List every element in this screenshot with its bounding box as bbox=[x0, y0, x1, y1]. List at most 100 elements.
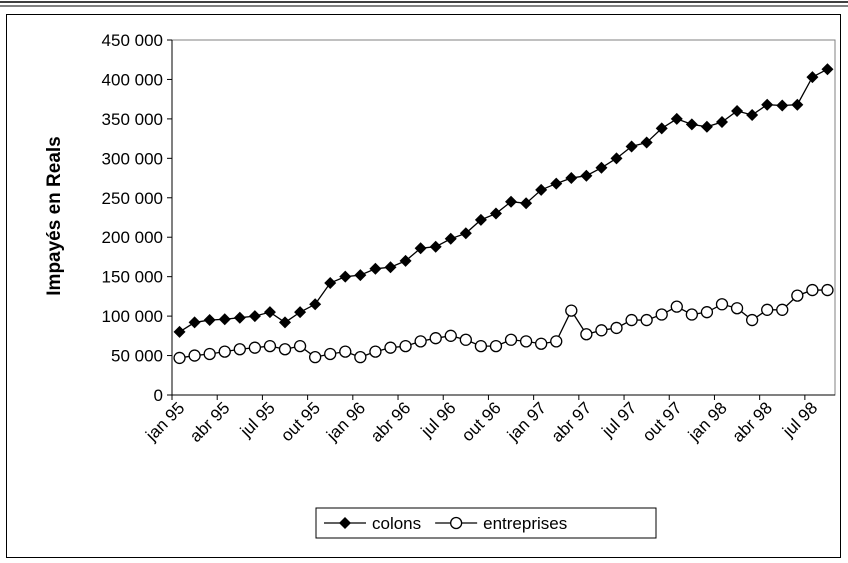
x-tick-label: out 95 bbox=[277, 398, 324, 445]
marker bbox=[761, 98, 774, 111]
y-tick-label: 50 000 bbox=[111, 347, 163, 366]
x-tick-label: abr 97 bbox=[548, 398, 596, 446]
marker bbox=[519, 335, 533, 348]
marker bbox=[173, 351, 186, 365]
marker bbox=[203, 347, 216, 361]
marker bbox=[505, 195, 518, 208]
marker bbox=[535, 337, 548, 350]
marker bbox=[610, 321, 623, 335]
marker bbox=[278, 343, 292, 356]
x-tick-label: out 97 bbox=[639, 398, 686, 445]
marker bbox=[625, 140, 638, 153]
marker bbox=[715, 298, 729, 311]
marker bbox=[791, 289, 804, 302]
marker bbox=[655, 308, 668, 321]
marker bbox=[595, 161, 608, 174]
marker bbox=[459, 227, 472, 240]
marker bbox=[806, 283, 819, 297]
marker bbox=[248, 310, 261, 323]
legend-label: colons bbox=[372, 514, 421, 533]
x-tick-label: abr 96 bbox=[367, 398, 415, 446]
marker bbox=[294, 306, 307, 319]
marker bbox=[806, 71, 819, 84]
marker bbox=[746, 108, 759, 121]
marker bbox=[308, 350, 322, 364]
marker bbox=[580, 169, 593, 182]
marker bbox=[685, 308, 699, 321]
marker bbox=[761, 303, 774, 316]
marker bbox=[218, 345, 231, 358]
legend-box bbox=[315, 507, 657, 539]
marker bbox=[715, 116, 728, 129]
marker bbox=[369, 262, 382, 275]
x-tick-label: jul 97 bbox=[598, 398, 641, 441]
marker bbox=[821, 283, 834, 297]
marker bbox=[489, 207, 502, 220]
marker bbox=[188, 316, 201, 329]
marker bbox=[700, 120, 713, 133]
y-tick-label: 250 000 bbox=[102, 189, 163, 208]
marker bbox=[474, 213, 487, 226]
marker bbox=[670, 300, 683, 313]
marker bbox=[384, 341, 397, 354]
marker bbox=[731, 105, 744, 117]
marker bbox=[399, 339, 412, 353]
y-axis-label: Impayés en Reals bbox=[44, 136, 65, 295]
marker bbox=[279, 316, 292, 329]
marker bbox=[700, 306, 714, 319]
marker bbox=[263, 306, 276, 319]
marker bbox=[504, 333, 518, 346]
marker bbox=[550, 177, 563, 190]
marker bbox=[489, 339, 503, 353]
y-tick-label: 350 000 bbox=[102, 110, 163, 129]
x-tick-label: abr 95 bbox=[186, 398, 234, 446]
marker bbox=[354, 350, 367, 364]
marker bbox=[565, 304, 578, 317]
series-line bbox=[179, 289, 828, 359]
x-tick-label: jan 97 bbox=[503, 398, 550, 445]
x-tick-label: jan 95 bbox=[141, 398, 188, 445]
marker bbox=[580, 328, 593, 341]
x-tick-label: abr 98 bbox=[729, 398, 777, 446]
legend-marker bbox=[339, 517, 351, 529]
x-tick-label: jan 96 bbox=[322, 398, 369, 445]
marker bbox=[203, 314, 216, 327]
marker bbox=[339, 345, 352, 358]
marker bbox=[429, 332, 442, 345]
marker bbox=[444, 329, 457, 342]
marker bbox=[218, 313, 231, 326]
marker bbox=[354, 269, 367, 282]
marker bbox=[233, 343, 246, 356]
y-tick-label: 450 000 bbox=[102, 31, 163, 50]
marker bbox=[263, 339, 277, 353]
marker bbox=[414, 335, 427, 348]
x-tick-label: out 96 bbox=[458, 398, 505, 445]
marker bbox=[474, 339, 488, 353]
marker bbox=[655, 122, 668, 135]
marker bbox=[595, 324, 608, 337]
y-tick-label: 0 bbox=[154, 386, 163, 405]
marker bbox=[535, 183, 548, 196]
marker bbox=[248, 341, 262, 354]
marker bbox=[369, 345, 382, 358]
marker bbox=[324, 276, 337, 289]
y-tick-label: 300 000 bbox=[102, 149, 163, 168]
x-tick-label: jan 98 bbox=[684, 398, 731, 445]
marker bbox=[685, 118, 698, 131]
marker bbox=[821, 63, 834, 76]
marker bbox=[188, 349, 201, 362]
legend-marker bbox=[449, 516, 463, 530]
marker bbox=[520, 197, 533, 210]
marker bbox=[730, 302, 744, 315]
marker bbox=[429, 240, 442, 253]
y-tick-label: 400 000 bbox=[102, 70, 163, 89]
x-tick-label: jul 95 bbox=[236, 398, 279, 441]
series-line bbox=[179, 68, 828, 333]
marker bbox=[670, 112, 683, 125]
marker bbox=[339, 270, 352, 283]
marker bbox=[776, 303, 789, 316]
marker bbox=[640, 136, 653, 149]
marker bbox=[309, 298, 322, 311]
marker bbox=[776, 99, 789, 112]
